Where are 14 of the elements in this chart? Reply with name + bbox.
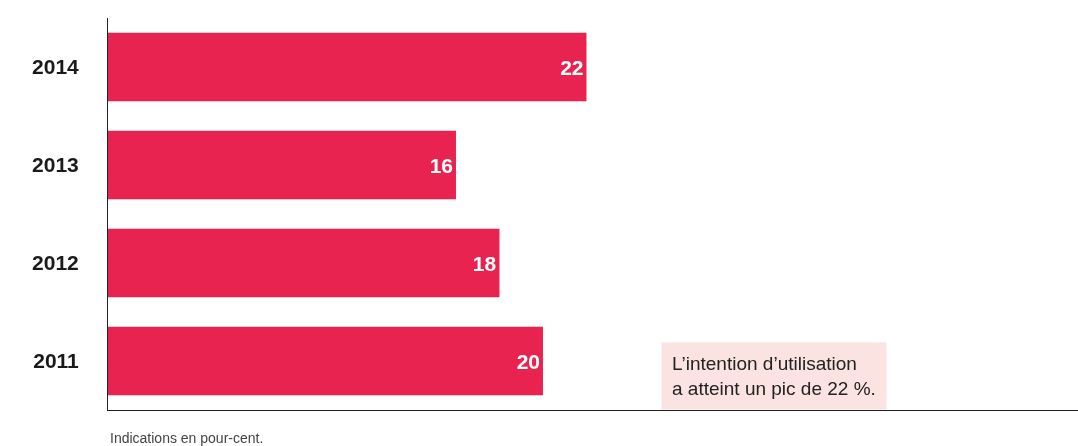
y-tick-label: 2011: [33, 349, 80, 373]
bar: [108, 32, 587, 102]
bar: [108, 228, 500, 298]
data-label: 22: [560, 55, 584, 79]
annotation: L’intention d’utilisation a atteint un pic de 22 %.: [672, 353, 876, 399]
data-label: 20: [516, 349, 540, 373]
text: Indications en pour-cent.: [110, 430, 264, 446]
y-tick-label: 2014: [32, 55, 80, 79]
y-tick-label: 2012: [32, 251, 79, 275]
data-label: 18: [472, 251, 497, 275]
bar: [108, 326, 543, 396]
y-tick-label: 2013: [32, 153, 79, 177]
bar: [108, 130, 456, 200]
data-label: 16: [429, 153, 453, 177]
